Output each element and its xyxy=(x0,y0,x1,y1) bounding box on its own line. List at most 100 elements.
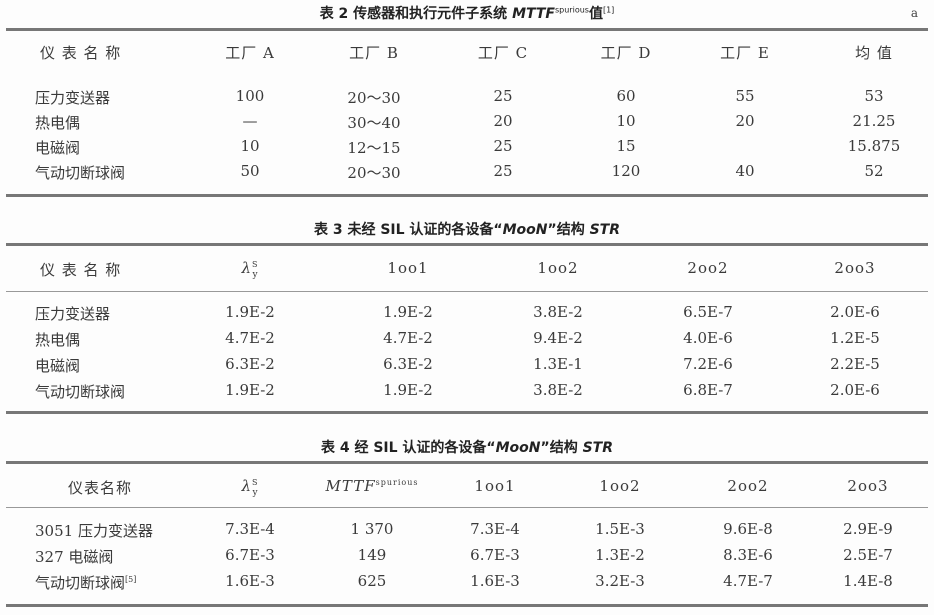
table4-header-2: MTTFspurious xyxy=(326,477,419,495)
table2-cell: 52 xyxy=(864,162,884,180)
table3-header-rule xyxy=(6,291,928,292)
table2-cell: 15.875 xyxy=(847,137,901,155)
title-italic: MooN xyxy=(502,222,548,238)
table4-header-4: 1oo2 xyxy=(599,477,641,495)
table2-cell: 30～40 xyxy=(347,114,401,132)
table4-cell: 8.3E-6 xyxy=(723,546,773,564)
table4-cell: 149 xyxy=(357,546,387,564)
table4-top-rule xyxy=(6,461,928,464)
table3-cell: 1.9E-2 xyxy=(383,303,433,321)
table2-cell: 20 xyxy=(735,112,755,130)
table2-title: 表 2 传感器和执行元件子系统 MTTFspurious值[1] xyxy=(0,3,934,23)
table4-cell: 7.3E-4 xyxy=(225,520,275,538)
table3-header-1: λSy xyxy=(241,259,258,280)
table2-cell: 50 xyxy=(240,162,260,180)
table2-cell: — xyxy=(242,112,258,130)
table4-header-6: 2oo3 xyxy=(847,477,889,495)
table3-cell: 2.0E-6 xyxy=(830,381,880,399)
table3-cell: 4.7E-2 xyxy=(225,329,275,347)
table4-cell: 2.9E-9 xyxy=(843,520,893,538)
table4-header-1: λSy xyxy=(241,477,258,498)
title-text: ”结构 xyxy=(547,222,590,238)
lambda-sup: S xyxy=(251,260,259,269)
table4-header-rule xyxy=(6,507,928,508)
citation-ref: [5] xyxy=(125,575,137,584)
mttf-label: MTTF xyxy=(325,477,376,495)
title-italic: MooN xyxy=(495,440,541,456)
table2-header-1: 工厂 A xyxy=(225,44,275,62)
table2-row-label: 热电偶 xyxy=(35,114,81,132)
table4-title: 表 4 经 SIL 认证的各设备“MooN”结构 STR xyxy=(0,437,934,457)
table2-cell: 60 xyxy=(616,87,636,105)
table2-row-label: 压力变送器 xyxy=(35,89,111,107)
table3-row-label: 气动切断球阀 xyxy=(35,383,126,401)
table3-row-label: 电磁阀 xyxy=(35,357,81,375)
table3-cell: 1.2E-5 xyxy=(830,329,880,347)
table3-cell: 6.5E-7 xyxy=(683,303,733,321)
table4-header-5: 2oo2 xyxy=(727,477,769,495)
table2-cell: 55 xyxy=(735,87,755,105)
table3-title: 表 3 未经 SIL 认证的各设备“MooN”结构 STR xyxy=(0,219,934,239)
title-italic: MTTF xyxy=(512,6,555,22)
table3-cell: 1.9E-2 xyxy=(225,303,275,321)
title-text: 值 xyxy=(588,6,603,22)
table3-cell: 2.0E-6 xyxy=(830,303,880,321)
title-text: 表 2 传感器和执行元件子系统 xyxy=(319,6,513,22)
table3-cell: 1.9E-2 xyxy=(225,381,275,399)
title-sup: spurious xyxy=(554,5,589,15)
table2-header-3: 工厂 C xyxy=(477,44,529,62)
table2-cell: 120 xyxy=(611,162,641,180)
table2-cell: 20～30 xyxy=(347,89,401,107)
table4-cell: 1.6E-3 xyxy=(470,572,520,590)
table4-row-label: 327 电磁阀 xyxy=(35,548,114,566)
table4-bottom-rule xyxy=(6,604,928,607)
table2-cell: 20 xyxy=(493,112,513,130)
table2-cell: 20～30 xyxy=(347,164,401,182)
table3-header-0: 仪 表 名 称 xyxy=(40,261,122,279)
lambda-sup: S xyxy=(251,478,259,487)
table3-header-4: 2oo2 xyxy=(687,259,729,277)
table2-header-5: 工厂 E xyxy=(720,44,770,62)
mttf-sup: spurious xyxy=(375,478,419,487)
title-text: 表 3 未经 SIL 认证的各设备“ xyxy=(313,222,503,238)
table2-cell: 25 xyxy=(493,162,513,180)
table2-cell: 15 xyxy=(616,137,636,155)
table2-header-0: 仪 表 名 称 xyxy=(40,44,122,62)
table4-cell: 1.6E-3 xyxy=(225,572,275,590)
lambda-symbol: λ xyxy=(241,477,252,495)
table4-header-3: 1oo1 xyxy=(474,477,516,495)
table3-cell: 6.3E-2 xyxy=(225,355,275,373)
table3-row-label: 压力变送器 xyxy=(35,305,111,323)
table3-header-3: 1oo2 xyxy=(537,259,579,277)
table3-cell: 4.7E-2 xyxy=(383,329,433,347)
table2-header-4: 工厂 D xyxy=(600,44,652,62)
table2-top-rule xyxy=(6,28,928,31)
table4-cell: 625 xyxy=(357,572,387,590)
lambda-sub: y xyxy=(252,270,259,280)
lambda-symbol: λ xyxy=(241,259,252,277)
title-text: ”结构 xyxy=(540,440,583,456)
table4-cell: 6.7E-3 xyxy=(470,546,520,564)
table2-row-label: 电磁阀 xyxy=(35,139,81,157)
table3-cell: 3.8E-2 xyxy=(533,303,583,321)
table4-cell: 1.4E-8 xyxy=(843,572,893,590)
table3-cell: 6.3E-2 xyxy=(383,355,433,373)
row-label-text: 气动切断球阀 xyxy=(35,574,126,592)
table2-row-label: 气动切断球阀 xyxy=(35,164,126,182)
table3-cell: 9.4E-2 xyxy=(533,329,583,347)
table2-cell: 100 xyxy=(235,87,265,105)
table3-cell: 2.2E-5 xyxy=(830,355,880,373)
table3-bottom-rule xyxy=(6,411,928,414)
table2-cell: 10 xyxy=(616,112,636,130)
title-text: 表 4 经 SIL 认证的各设备“ xyxy=(320,440,496,456)
table3-header-5: 2oo3 xyxy=(834,259,876,277)
table2-header-2: 工厂 B xyxy=(349,44,399,62)
lambda-sub: y xyxy=(252,488,259,498)
table4-row-label: 气动切断球阀[5] xyxy=(35,572,136,593)
table4-header-0: 仪表名称 xyxy=(67,479,133,497)
title-italic: STR xyxy=(582,440,614,456)
table2-bottom-rule xyxy=(6,194,928,197)
table3-cell: 6.8E-7 xyxy=(683,381,733,399)
table3-top-rule xyxy=(6,243,928,246)
